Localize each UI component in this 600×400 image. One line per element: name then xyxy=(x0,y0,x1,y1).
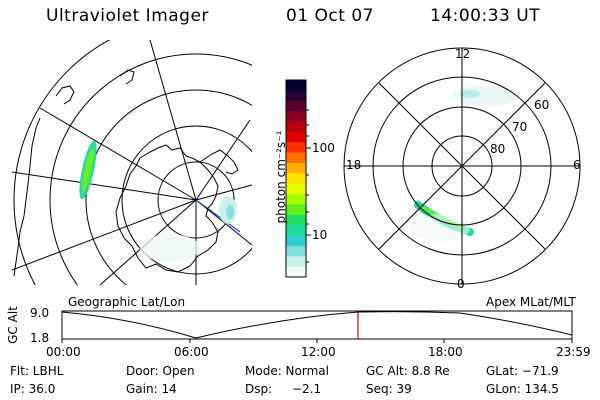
colorbar-segment xyxy=(286,204,306,216)
app-title: Ultraviolet Imager xyxy=(46,6,209,26)
colorbar-segment xyxy=(286,173,306,185)
colorbar-segment xyxy=(286,266,306,278)
geographic-map xyxy=(12,40,252,285)
info-gc-alt: GC Alt: 8.8 Re xyxy=(366,364,450,378)
info-flt: Flt: LBHL xyxy=(10,364,64,378)
altitude-ytick-bottom: 1.8 xyxy=(30,331,50,345)
xtick-0000: 00:00 xyxy=(46,345,81,359)
info-seq: Seq: 39 xyxy=(366,382,412,396)
info-door: Door: Open xyxy=(126,364,195,378)
colorbar-segment xyxy=(286,131,306,143)
colorbar-unit-label: photon cm⁻²s⁻¹ xyxy=(274,130,288,224)
meridian-highlight xyxy=(195,199,241,233)
altitude-ylabel: GC Alt xyxy=(6,306,20,344)
header-date: 01 Oct 07 xyxy=(286,6,374,26)
colorbar-segment xyxy=(286,142,306,154)
colorbar-segment xyxy=(286,225,306,237)
mlt-label-6: 6 xyxy=(573,158,581,172)
xtick-0600: 06:00 xyxy=(174,345,209,359)
info-dsp-value: −2.1 xyxy=(292,382,322,396)
mlat-mlt-plot xyxy=(343,47,581,285)
altitude-plot xyxy=(61,310,573,343)
colorbar xyxy=(285,79,311,278)
colorbar-segment xyxy=(286,121,306,133)
info-ip: IP: 36.0 xyxy=(10,382,56,396)
south-america-coastline xyxy=(13,117,41,277)
colorbar-segment xyxy=(286,100,306,112)
mlt-label-18: 18 xyxy=(346,158,362,172)
info-glat: GLat: −71.9 xyxy=(486,364,559,378)
left-projection-label: Geographic Lat/Lon xyxy=(68,295,186,309)
antarctica-coastline xyxy=(115,144,219,273)
xtick-1200: 12:00 xyxy=(301,345,336,359)
right-projection-label: Apex MLat/MLT xyxy=(486,295,576,309)
colorbar-segment xyxy=(286,214,306,226)
colorbar-segment xyxy=(286,256,306,268)
colorbar-segment xyxy=(286,194,306,205)
colorbar-tick-100: 100 xyxy=(312,141,335,155)
xtick-2359: 23:59 xyxy=(556,345,591,359)
colorbar-segment xyxy=(286,80,306,91)
info-mode: Mode: Normal xyxy=(245,364,329,378)
colorbar-segment xyxy=(286,162,306,174)
info-glon: GLon: 134.5 xyxy=(486,382,559,396)
altitude-ytick-top: 9.0 xyxy=(30,306,50,320)
header-time: 14:00:33 UT xyxy=(430,6,541,26)
colorbar-tick-10: 10 xyxy=(312,228,328,242)
info-gain: Gain: 14 xyxy=(126,382,177,396)
info-dsp-label: Dsp: xyxy=(245,382,273,396)
mlat-label-70: 70 xyxy=(512,120,528,134)
longitude-lines xyxy=(12,40,252,285)
mlt-label-12: 12 xyxy=(455,47,471,61)
aurora-left xyxy=(79,140,237,262)
colorbar-segment xyxy=(286,152,306,164)
mlat-label-60: 60 xyxy=(534,98,550,112)
colorbar-segment xyxy=(286,183,306,195)
colorbar-segment xyxy=(286,111,306,122)
colorbar-segment xyxy=(286,245,306,257)
mlt-label-0: 0 xyxy=(457,277,465,291)
xtick-1800: 18:00 xyxy=(428,345,463,359)
colorbar-segment xyxy=(286,235,306,247)
colorbar-segment xyxy=(286,90,306,102)
mlat-label-80: 80 xyxy=(490,142,506,156)
